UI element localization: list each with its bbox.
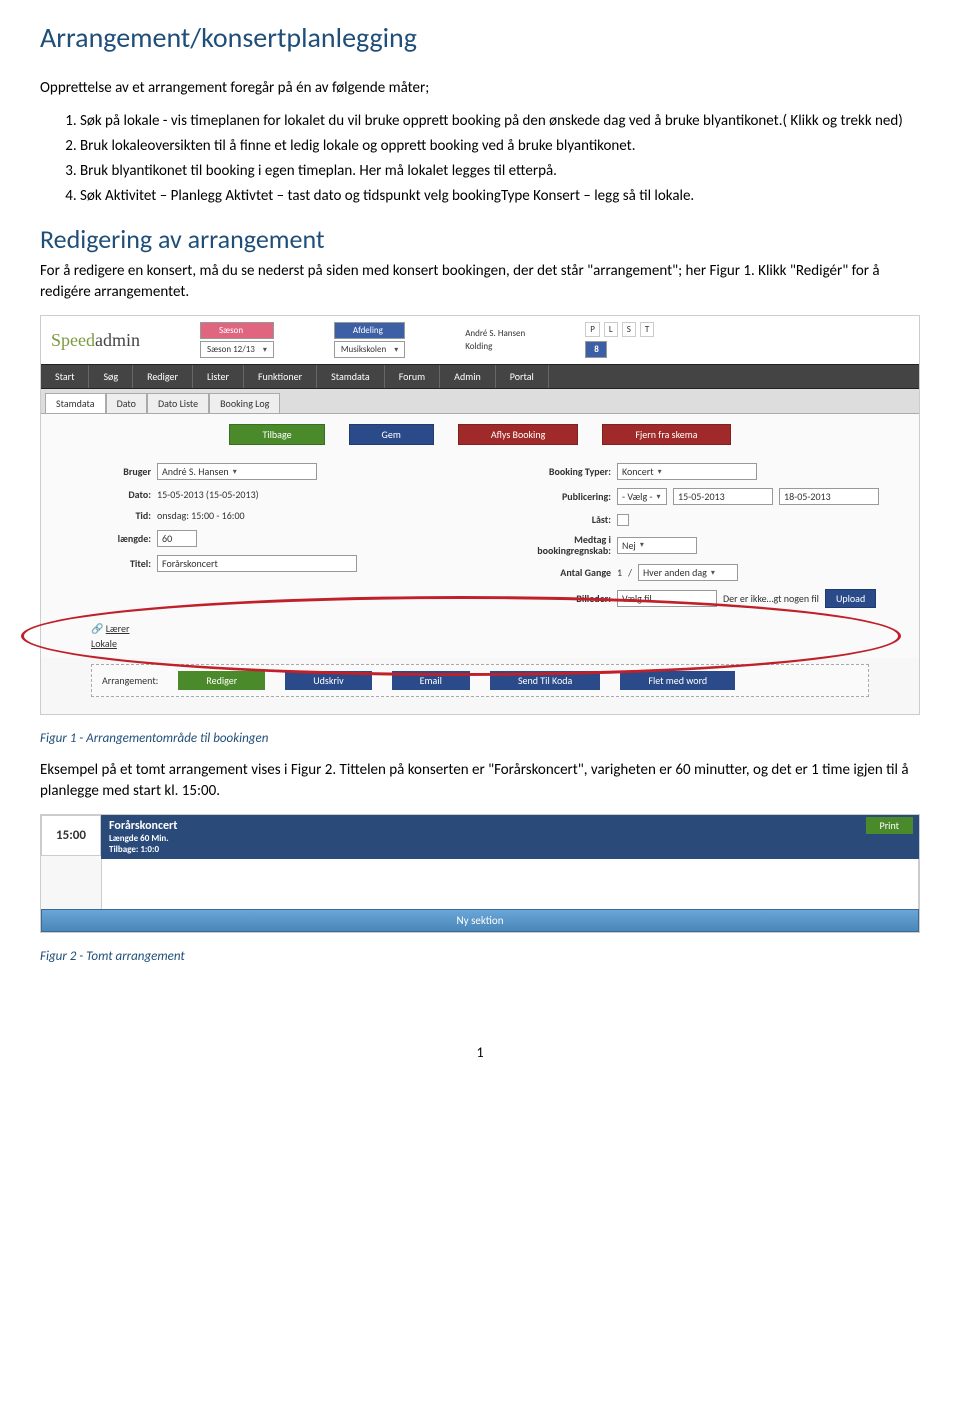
email-button[interactable]: Email (392, 671, 470, 690)
print-button[interactable]: Print (866, 817, 913, 834)
figure-2-screenshot: 15:00 Forårskoncert Længde 60 Min. Tilba… (40, 814, 920, 933)
send-koda-button[interactable]: Send Til Koda (490, 671, 600, 690)
tab-bar: Stamdata Dato Dato Liste Booking Log (41, 389, 919, 414)
frequency-select[interactable]: Hver anden dag (638, 564, 738, 581)
step-item: Søk Aktivitet – Planlegg Aktivtet – tast… (80, 186, 920, 207)
dept-select[interactable]: Musikskolen (334, 341, 405, 358)
publish-select[interactable]: - Vælg - (617, 488, 667, 505)
tab[interactable]: Dato (106, 393, 147, 413)
tab[interactable]: Booking Log (209, 393, 280, 413)
bruger-select[interactable]: André S. Hansen (157, 463, 317, 480)
tid-label: Tid: (81, 509, 151, 522)
cancel-booking-button[interactable]: Aflys Booking (458, 424, 578, 445)
nav-item[interactable]: Rediger (133, 365, 193, 388)
locked-label: Låst: (501, 513, 611, 526)
include-accounting-select[interactable]: Nej (617, 537, 697, 554)
nav-item[interactable]: Stamdata (317, 365, 385, 388)
nav-item[interactable]: Lister (193, 365, 244, 388)
city-name: Kolding (465, 341, 525, 352)
nav-item[interactable]: Søg (89, 365, 133, 388)
tab[interactable]: Dato Liste (147, 393, 209, 413)
upload-button[interactable]: Upload (825, 589, 876, 608)
count-value: 1 (617, 566, 622, 579)
save-button[interactable]: Gem (349, 424, 434, 445)
paragraph: For å redigere en konsert, må du se nede… (40, 261, 920, 303)
back-button[interactable]: Tilbage (229, 424, 324, 445)
booking-type-label: Booking Typer: (501, 465, 611, 478)
tab[interactable]: Stamdata (45, 393, 106, 413)
dept-label: Afdeling (334, 322, 405, 339)
dato-label: Dato: (81, 488, 151, 501)
publish-date-from[interactable]: 15-05-2013 (673, 488, 773, 505)
file-status-text: Der er ikke…gt nogen fil (723, 592, 819, 605)
lokale-link[interactable]: Lokale (91, 637, 869, 650)
status-letters: PLST (585, 322, 654, 337)
publish-label: Publicering: (501, 490, 611, 503)
figure-2-caption: Figur 2 - Tomt arrangement (40, 949, 920, 964)
page-number: 1 (40, 1044, 920, 1061)
nav-item[interactable]: Funktioner (244, 365, 317, 388)
publish-date-to[interactable]: 18-05-2013 (779, 488, 879, 505)
images-label: Billeder: (501, 592, 611, 605)
count-label: Antal Gange (501, 566, 611, 579)
booking-type-select[interactable]: Koncert (617, 463, 757, 480)
nav-item[interactable]: Portal (496, 365, 549, 388)
laerer-link[interactable]: 🔗 Lærer (91, 622, 869, 635)
remove-schedule-button[interactable]: Fjern fra skema (602, 424, 730, 445)
figure-1-caption: Figur 1 - Arrangementområde til bookinge… (40, 731, 920, 746)
rediger-button[interactable]: Rediger (178, 671, 265, 690)
brand-logo: Speedadmin (51, 330, 140, 351)
nav-item[interactable]: Start (41, 365, 89, 388)
count-badge: 8 (585, 341, 607, 358)
length-label: længde: (81, 532, 151, 545)
main-navbar: Start Søg Rediger Lister Funktioner Stam… (41, 364, 919, 389)
arrangement-row: Arrangement: Rediger Udskriv Email Send … (91, 664, 869, 697)
nav-item[interactable]: Admin (440, 365, 496, 388)
udskriv-button[interactable]: Udskriv (285, 671, 371, 690)
arrangement-header: Forårskoncert Længde 60 Min. Tilbage: 1:… (101, 815, 919, 859)
arrangement-label: Arrangement: (102, 674, 158, 687)
bruger-label: Bruger (81, 465, 151, 478)
dato-value: 15-05-2013 (15-05-2013) (157, 488, 259, 501)
steps-list: Søk på lokale - vis timeplanen for lokal… (40, 111, 920, 207)
step-item: Bruk lokaleoversikten til å finne et led… (80, 136, 920, 157)
file-pick-button[interactable]: Vælg fil (617, 590, 717, 607)
season-select[interactable]: Sæson 12/13 (200, 341, 274, 358)
section-heading: Redigering av arrangement (40, 223, 920, 255)
nav-item[interactable]: Forum (385, 365, 440, 388)
include-accounting-label: Medtag i bookingregnskab: (501, 534, 611, 556)
step-item: Søk på lokale - vis timeplanen for lokal… (80, 111, 920, 132)
tid-value: onsdag: 15:00 - 16:00 (157, 509, 245, 522)
season-label: Sæson (200, 322, 274, 339)
paragraph: Eksempel på et tomt arrangement vises i … (40, 760, 920, 802)
length-input[interactable]: 60 (157, 530, 197, 547)
title-input[interactable]: Forårskoncert (157, 555, 357, 572)
locked-checkbox[interactable] (617, 514, 629, 526)
time-label: 15:00 (41, 815, 101, 856)
page-title: Arrangement/konsertplanlegging (40, 20, 920, 55)
step-item: Bruk blyantikonet til booking i egen tim… (80, 161, 920, 182)
title-label: Titel: (81, 557, 151, 570)
flet-word-button[interactable]: Flet med word (620, 671, 735, 690)
user-name: André S. Hansen (465, 328, 525, 339)
arrangement-body (101, 859, 919, 909)
intro-text: Opprettelse av et arrangement foregår på… (40, 79, 920, 97)
arrangement-title: Forårskoncert (109, 819, 911, 833)
figure-1-screenshot: Speedadmin Sæson Sæson 12/13 Afdeling Mu… (40, 315, 920, 715)
new-section-button[interactable]: Ny sektion (41, 909, 919, 932)
